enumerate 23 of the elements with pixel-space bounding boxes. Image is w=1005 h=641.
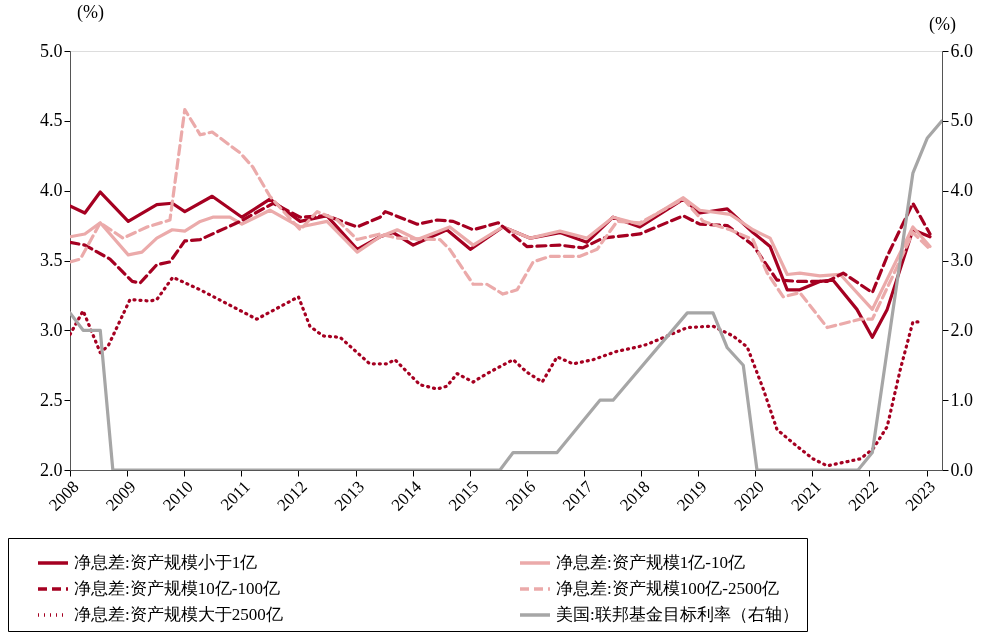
legend-label: 净息差:资产规模大于2500亿 xyxy=(74,605,283,624)
legend-label: 净息差:资产规模100亿-2500亿 xyxy=(556,579,779,598)
y2-tick-label: 3.0 xyxy=(950,250,973,270)
y2-axis-title: (%) xyxy=(929,13,956,35)
y-axis-title: (%) xyxy=(77,1,104,23)
legend-label: 净息差:资产规模小于1亿 xyxy=(74,553,258,572)
y2-tick-label: 4.0 xyxy=(950,180,973,201)
y-tick-label: 4.0 xyxy=(40,180,63,201)
line-series xyxy=(70,275,922,468)
y2-tick-label: 1.0 xyxy=(950,389,973,410)
y-tick-label: 4.5 xyxy=(40,110,63,131)
y-tick-label: 2.0 xyxy=(40,459,63,480)
y-tick-label: 5.0 xyxy=(40,40,63,61)
y2-tick-label: 0.0 xyxy=(950,459,973,480)
y2-tick-label: 6.0 xyxy=(950,40,973,61)
y-tick-label: 2.5 xyxy=(40,389,63,410)
legend-label: 净息差:资产规模10亿-100亿 xyxy=(74,579,280,598)
legend-label: 净息差:资产规模1亿-10亿 xyxy=(556,553,745,572)
y-tick-label: 3.5 xyxy=(40,250,63,270)
y2-tick-label: 5.0 xyxy=(950,110,973,131)
y-tick-label: 3.0 xyxy=(40,319,63,340)
legend-label: 美国:联邦基金目标利率（右轴） xyxy=(556,605,799,624)
y2-tick-label: 2.0 xyxy=(950,319,973,340)
